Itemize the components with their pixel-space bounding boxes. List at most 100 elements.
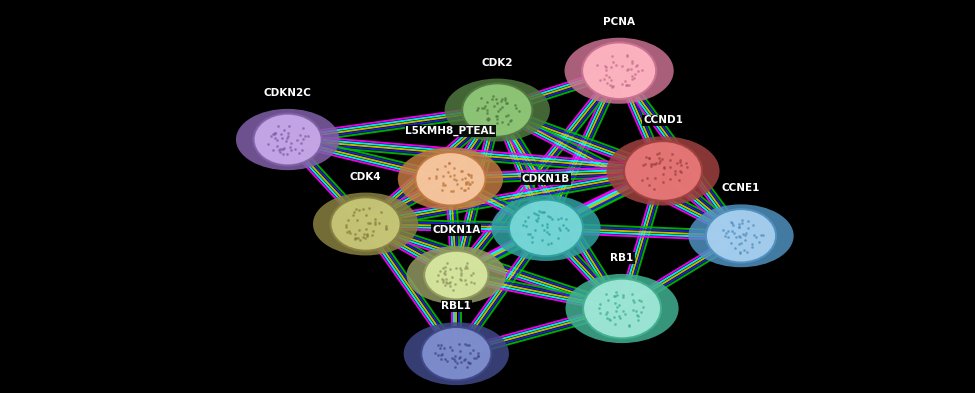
Point (535, 209, 551, 215)
Point (602, 74, 617, 80)
Point (647, 161, 663, 167)
Point (559, 225, 574, 231)
Point (665, 151, 681, 157)
Point (599, 310, 614, 317)
Point (493, 119, 509, 126)
Point (453, 168, 469, 174)
Point (518, 222, 533, 229)
Point (448, 353, 463, 359)
Point (474, 95, 489, 101)
Point (630, 316, 645, 323)
Point (619, 67, 635, 73)
Point (619, 52, 635, 59)
Point (598, 63, 613, 70)
Point (507, 102, 523, 108)
Point (628, 62, 644, 69)
Point (623, 66, 639, 72)
Point (731, 233, 747, 239)
Point (271, 147, 287, 153)
Point (267, 135, 283, 141)
Point (527, 227, 543, 233)
Point (544, 216, 560, 222)
Point (644, 163, 659, 169)
Point (600, 309, 615, 315)
Point (349, 217, 365, 223)
Point (732, 249, 748, 255)
Point (668, 171, 683, 177)
Point (437, 163, 452, 169)
Point (468, 354, 484, 361)
Ellipse shape (421, 327, 491, 380)
Point (639, 154, 654, 160)
Point (617, 78, 633, 84)
Point (642, 182, 657, 188)
Point (720, 234, 735, 240)
Point (456, 186, 472, 193)
Point (430, 271, 446, 277)
Point (530, 212, 546, 218)
Point (605, 83, 621, 89)
Ellipse shape (236, 109, 339, 170)
Point (462, 349, 478, 356)
Point (539, 229, 555, 235)
Point (731, 220, 747, 227)
Point (447, 164, 462, 171)
Point (536, 209, 552, 215)
Point (497, 94, 513, 101)
Point (726, 244, 742, 251)
Text: CCND1: CCND1 (644, 116, 682, 125)
Point (592, 77, 607, 83)
Point (451, 348, 467, 354)
Point (446, 175, 461, 182)
Point (279, 151, 294, 158)
Point (378, 225, 394, 231)
Point (348, 206, 364, 212)
Point (615, 308, 631, 314)
Point (444, 274, 459, 280)
Point (515, 222, 530, 228)
Text: CDK4: CDK4 (350, 172, 381, 182)
Point (378, 226, 394, 232)
Point (520, 213, 535, 220)
Point (432, 268, 448, 274)
Ellipse shape (509, 200, 583, 256)
Point (275, 146, 291, 152)
Point (466, 354, 482, 361)
Point (448, 177, 464, 184)
Point (429, 166, 445, 172)
Point (442, 280, 457, 286)
Point (479, 110, 494, 116)
Point (421, 174, 437, 181)
Point (555, 222, 570, 228)
Point (624, 290, 640, 297)
Point (480, 107, 495, 113)
Point (497, 97, 513, 103)
Point (270, 142, 286, 149)
Point (435, 180, 450, 187)
Point (294, 147, 310, 153)
Point (458, 178, 474, 185)
Ellipse shape (566, 274, 679, 343)
Point (453, 270, 469, 276)
Point (466, 280, 482, 286)
Point (444, 188, 459, 194)
Point (518, 218, 533, 224)
Point (533, 209, 549, 216)
Point (274, 145, 290, 152)
Point (645, 160, 661, 167)
Point (605, 314, 621, 320)
Point (441, 160, 456, 166)
Point (635, 304, 650, 310)
Point (352, 237, 368, 243)
Point (294, 136, 310, 142)
Point (351, 207, 367, 213)
Point (735, 231, 751, 237)
Ellipse shape (462, 83, 532, 137)
Point (628, 308, 644, 314)
Point (673, 157, 688, 163)
Point (297, 132, 313, 139)
Point (270, 123, 286, 129)
Point (614, 62, 630, 69)
Point (732, 234, 748, 240)
Point (745, 241, 760, 248)
